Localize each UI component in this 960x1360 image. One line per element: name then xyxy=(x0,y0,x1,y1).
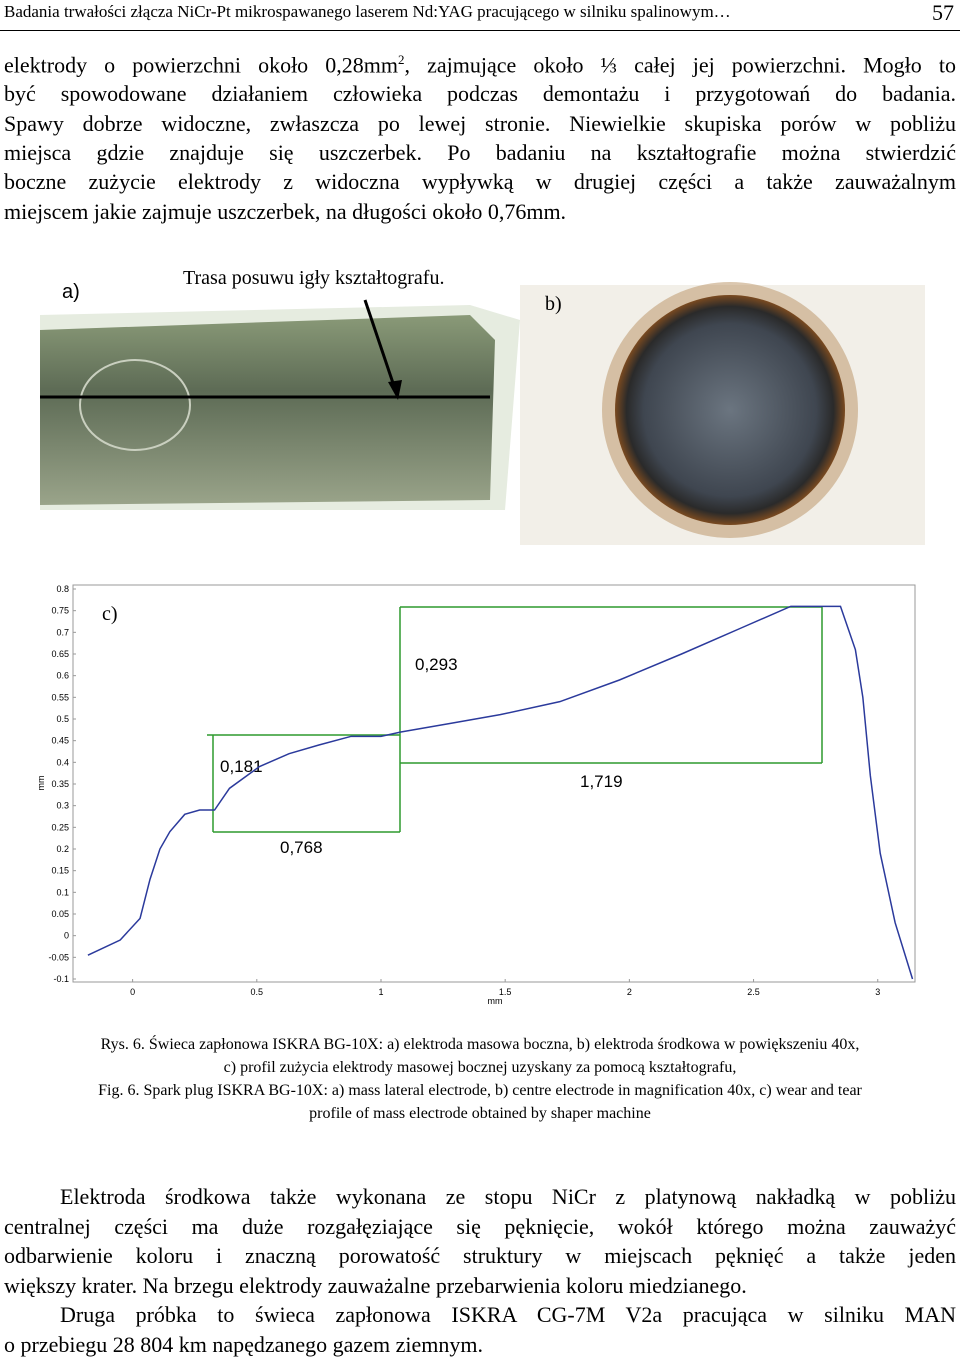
annotation: 0,768 xyxy=(280,838,323,857)
y-tick-label: 0.35 xyxy=(51,779,69,789)
y-tick-label: 0.25 xyxy=(51,822,69,832)
chart: c) 0,293 0,181 1,719 0,768 mm mm 0.8 0.75… xyxy=(36,584,916,1006)
arrowhead xyxy=(388,380,402,400)
header-rule xyxy=(0,30,960,31)
text-line: o przebiegu 28 804 km napędzanego gazem … xyxy=(4,1332,483,1357)
annotation: Trasa posuwu igły kształtografu. xyxy=(183,267,444,289)
text: elektrody o powierzchni około 0,28mm xyxy=(4,52,398,78)
weld xyxy=(79,359,191,451)
text-line: boczne zużycie elektrody z widoczna wypł… xyxy=(4,169,956,194)
page-number: 57 xyxy=(932,0,954,25)
text-line: miejscem jakie zajmuje uszczerbek, na dł… xyxy=(4,199,567,224)
text-line: większy krater. Na brzegu elektrody zauw… xyxy=(4,1273,747,1298)
arrow xyxy=(363,299,398,393)
text-line: Druga próbka to świeca zapłonowa ISKRA C… xyxy=(60,1302,956,1327)
text-line: centralnej części ma duże rozgałęziające… xyxy=(4,1214,956,1239)
annotation: 1,719 xyxy=(580,772,623,791)
running-header: Badania trwałości złącza NiCr-Pt mikrosp… xyxy=(4,2,731,21)
text: , zajmujące około ⅓ całej jej powierzchn… xyxy=(404,52,957,78)
panel-label: c) xyxy=(102,603,118,625)
x-tick-label: 2.5 xyxy=(747,987,760,997)
superscript: 2 xyxy=(398,52,405,67)
profile-line xyxy=(87,605,914,980)
y-tick-label: 0.05 xyxy=(51,909,69,919)
annotation: 0,181 xyxy=(220,757,263,776)
y-tick-label: 0.7 xyxy=(56,627,69,637)
y-tick-label: 0.75 xyxy=(51,606,69,616)
y-tick-label: 0.5 xyxy=(56,714,69,724)
y-tick-label: 0.1 xyxy=(56,887,69,897)
y-tick-label: 0.15 xyxy=(51,866,69,876)
y-tick-label: -0.05 xyxy=(48,952,69,962)
y-tick-label: 0.2 xyxy=(56,844,69,854)
y-tick-label: 0 xyxy=(64,931,69,941)
x-axis-label: mm xyxy=(488,996,503,1006)
x-tick-label: 0 xyxy=(130,987,135,997)
y-tick-label: 0.3 xyxy=(56,801,69,811)
text-line: Spawy dobrze widoczne, zwłaszcza po lewe… xyxy=(4,111,956,136)
caption-line: c) profil zużycia elektrody masowej bocz… xyxy=(223,1059,737,1076)
caption-line: profile of mass electrode obtained by sh… xyxy=(309,1105,651,1122)
x-tick-label: 1 xyxy=(378,987,383,997)
y-tick-label: 0.45 xyxy=(51,736,69,746)
x-tick-label: 3 xyxy=(875,987,880,997)
photos: a) Trasa posuwu igły kształtografu. b) xyxy=(40,267,925,545)
label: b) xyxy=(545,293,562,315)
caption-line: Rys. 6. Świeca zapłonowa ISKRA BG-10X: a… xyxy=(100,1036,860,1053)
text-line: elektrody o powierzchni około 0,28mm2, z… xyxy=(4,52,956,78)
dimension-lines xyxy=(207,606,823,833)
x-tick-label: 2 xyxy=(627,987,632,997)
caption-line: Fig. 6. Spark plug ISKRA BG-10X: a) mass… xyxy=(98,1082,862,1099)
plot-frame xyxy=(72,584,916,983)
y-tick-label: 0.4 xyxy=(56,757,69,767)
photo-b xyxy=(615,295,845,525)
text-line: miejsca gdzie znajduje się uszczerbek. P… xyxy=(4,140,956,165)
y-tick-label: 0.55 xyxy=(51,692,69,702)
text-line: być spowodowane działaniem człowieka pod… xyxy=(4,81,956,106)
x-tick-label: 0.5 xyxy=(251,987,264,997)
text-line: Elektroda środkowa także wykonana ze sto… xyxy=(60,1184,956,1209)
y-tick-label: 0.8 xyxy=(56,584,69,594)
label: a) xyxy=(62,281,80,303)
y-tick-label: -0.1 xyxy=(53,974,69,984)
photo-a xyxy=(40,315,495,505)
y-tick-label: 0.65 xyxy=(51,649,69,659)
text-line: odbarwienie koloru i znaczną porowatość … xyxy=(4,1243,956,1268)
annotation: 0,293 xyxy=(415,655,458,674)
y-tick-label: 0.6 xyxy=(56,671,69,681)
x-tick-label: 1.5 xyxy=(499,987,512,997)
y-axis-label: mm xyxy=(36,776,46,791)
